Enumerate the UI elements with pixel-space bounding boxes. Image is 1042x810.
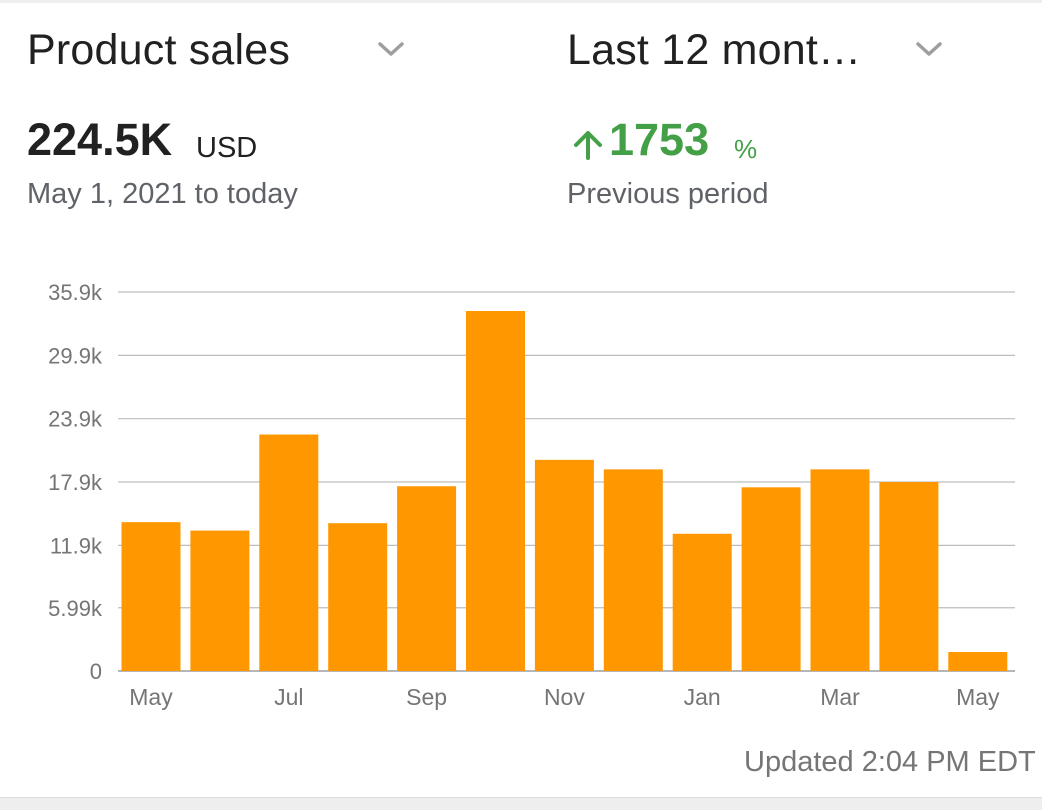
x-tick-label: Jul — [274, 684, 303, 710]
last-updated-label: Updated 2:04 PM EDT — [744, 746, 1036, 778]
x-tick-label: May — [956, 684, 1000, 710]
comparison-label: Previous period — [567, 178, 769, 210]
y-tick-label: 11.9k — [50, 533, 103, 558]
x-tick-label: Mar — [820, 684, 860, 710]
x-tick-label: Jan — [684, 684, 721, 710]
x-tick-label: Nov — [544, 684, 585, 710]
date-range-label: May 1, 2021 to today — [27, 178, 298, 210]
chart-x-axis: May Jul Sep Nov Jan Mar May — [129, 684, 1000, 710]
x-tick-label: Sep — [406, 684, 447, 710]
bar-8[interactable] — [672, 533, 732, 671]
y-tick-label: 0 — [90, 659, 102, 684]
total-sales-value: 224.5K — [27, 114, 173, 165]
chevron-down-icon — [378, 42, 404, 56]
bar-0[interactable] — [121, 522, 181, 671]
y-tick-label: 5.99k — [48, 596, 103, 621]
metric-dropdown[interactable]: Product sales — [27, 22, 427, 78]
period-dropdown-label: Last 12 mont… — [567, 25, 862, 74]
bar-2[interactable] — [259, 434, 319, 671]
top-divider — [0, 0, 1042, 3]
x-tick-label: May — [129, 684, 173, 710]
metric-dropdown-label: Product sales — [27, 25, 291, 74]
bar-10[interactable] — [810, 469, 870, 671]
bar-11[interactable] — [879, 482, 939, 671]
bar-3[interactable] — [328, 523, 388, 671]
bottom-bar — [0, 797, 1042, 810]
change-percent-unit: % — [734, 134, 758, 164]
bar-4[interactable] — [397, 486, 457, 671]
period-dropdown[interactable]: Last 12 mont… — [567, 22, 987, 78]
bar-12[interactable] — [948, 651, 1008, 671]
bar-7[interactable] — [603, 469, 663, 671]
sales-bar-chart: 0 5.99k 11.9k 17.9k 23.9k 29.9k 35.9k May Jul Se… — [48, 280, 1015, 710]
change-percent-value: 1753 — [609, 114, 710, 165]
chevron-down-icon — [916, 42, 942, 56]
bar-6[interactable] — [534, 459, 594, 671]
bar-5[interactable] — [466, 311, 525, 671]
y-tick-label: 23.9k — [48, 407, 103, 432]
y-tick-label: 17.9k — [48, 470, 103, 495]
arrow-up-icon — [574, 131, 602, 160]
y-tick-label: 35.9k — [48, 280, 103, 305]
currency-unit: USD — [196, 132, 258, 164]
y-tick-label: 29.9k — [48, 343, 103, 368]
bar-9[interactable] — [741, 487, 801, 671]
chart-bars — [121, 311, 1008, 671]
chart-y-axis: 0 5.99k 11.9k 17.9k 23.9k 29.9k 35.9k — [48, 280, 103, 684]
bar-1[interactable] — [190, 530, 250, 671]
